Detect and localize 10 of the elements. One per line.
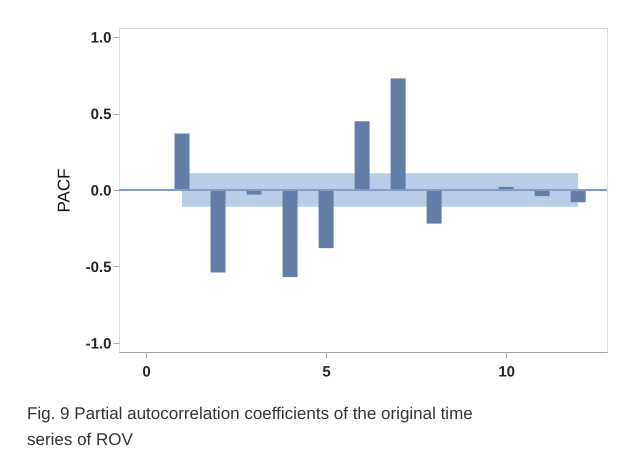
y-tick-label: 1.0	[90, 30, 112, 47]
x-tick-label: 5	[322, 364, 331, 380]
x-tick-label: 10	[498, 364, 515, 380]
y-tick-label: 0.0	[90, 182, 112, 200]
y-tick-label: -0.5	[86, 258, 112, 276]
y-tick-label: -1.0	[86, 335, 112, 352]
caption: Fig. 9 Partial autocorrelation coefficients of the original time series of ROV	[27, 404, 473, 449]
y-axis-title: PACF	[54, 168, 74, 213]
y-tick-label: 0.5	[90, 106, 112, 124]
x-tick-label: 0	[142, 364, 151, 380]
